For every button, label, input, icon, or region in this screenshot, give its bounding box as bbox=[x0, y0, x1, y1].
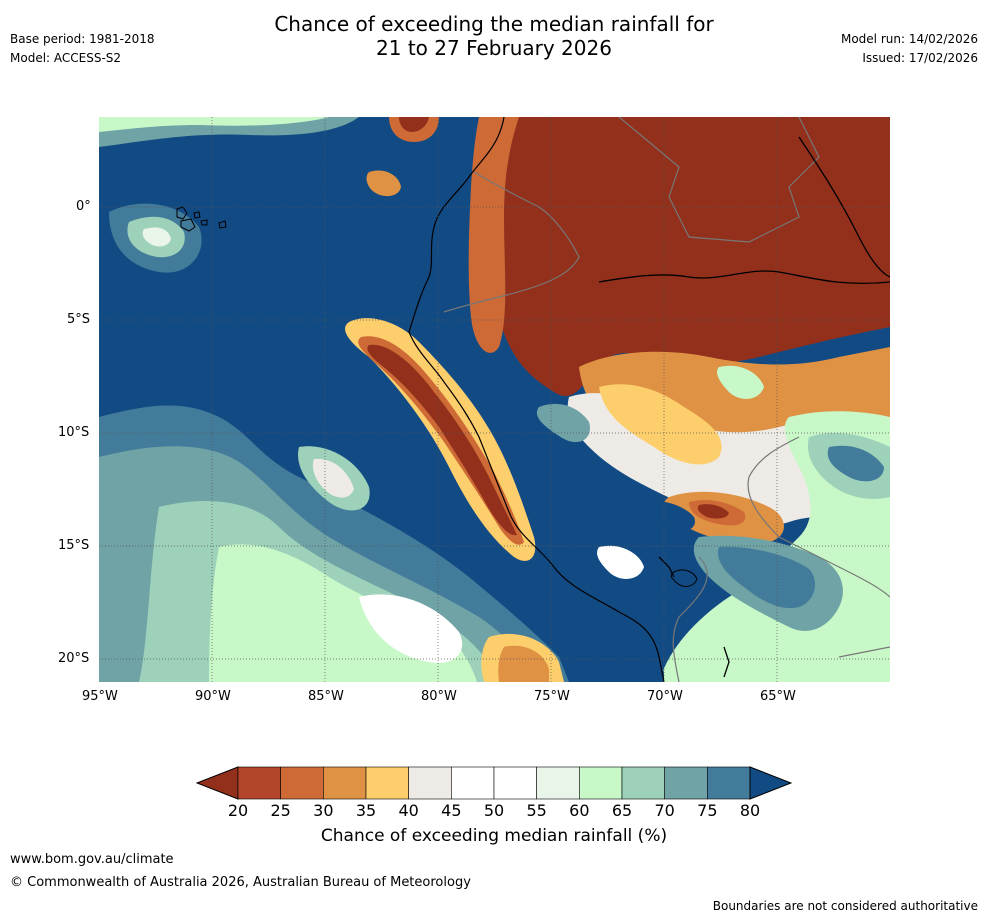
lake-titicaca bbox=[670, 569, 698, 587]
graticule bbox=[99, 117, 890, 682]
colorbar-swatch bbox=[451, 766, 495, 800]
colorbar bbox=[195, 766, 793, 800]
copyright-text: © Commonwealth of Australia 2026, Austra… bbox=[10, 875, 471, 890]
lat-label: 5°S bbox=[67, 312, 91, 327]
colorbar-svg bbox=[195, 766, 793, 800]
colorbar-swatch bbox=[408, 766, 452, 800]
colorbar-tick-label: 25 bbox=[270, 801, 291, 820]
colorbar-swatch bbox=[579, 766, 623, 800]
lon-label: 70°W bbox=[647, 689, 683, 704]
lon-label: 65°W bbox=[760, 689, 796, 704]
land-area bbox=[613, 652, 664, 682]
country-boundaries bbox=[443, 116, 891, 683]
land-area bbox=[536, 403, 590, 443]
website-url: www.bom.gov.au/climate bbox=[10, 852, 174, 867]
land-area bbox=[697, 504, 729, 519]
colorbar-title: Chance of exceeding median rainfall (%) bbox=[320, 826, 668, 846]
ocean-patch bbox=[359, 594, 463, 663]
ocean-patch bbox=[312, 458, 354, 498]
colorbar-swatch bbox=[621, 766, 665, 800]
colorbar-tick-label: 40 bbox=[398, 801, 419, 820]
land-area bbox=[399, 117, 429, 132]
model-name-text: Model: ACCESS-S2 bbox=[10, 51, 122, 65]
colorbar-extend-low bbox=[195, 766, 239, 800]
land-area bbox=[597, 545, 644, 579]
land-area bbox=[717, 365, 764, 399]
colorbar-extend-high bbox=[749, 766, 793, 800]
lat-label: 20°S bbox=[58, 651, 90, 666]
land-area bbox=[638, 500, 695, 532]
boundary-disclaimer: Boundaries are not considered authoritat… bbox=[712, 899, 978, 913]
colorbar-swatch bbox=[707, 766, 751, 800]
colorbar-tick-label: 70 bbox=[654, 801, 675, 820]
colorbar-tick-label: 20 bbox=[227, 801, 249, 820]
colorbar-swatch bbox=[237, 766, 281, 800]
lon-label: 80°W bbox=[421, 689, 457, 704]
title-line-1: Chance of exceeding the median rainfall … bbox=[274, 12, 714, 36]
colorbar-tick-label: 80 bbox=[739, 801, 761, 820]
ocean-patch bbox=[99, 117, 329, 132]
rainfall-map bbox=[99, 116, 891, 683]
lat-label: 15°S bbox=[58, 538, 90, 553]
ocean-patch bbox=[142, 227, 171, 247]
lon-label: 90°W bbox=[195, 689, 231, 704]
coastal-band bbox=[367, 344, 517, 536]
lat-label: 0° bbox=[76, 199, 91, 214]
colorbar-swatch bbox=[323, 766, 367, 800]
title-line-2: 21 to 27 February 2026 bbox=[376, 36, 612, 60]
colorbar-tick-label: 30 bbox=[313, 801, 334, 820]
issued-date-text: Issued: 17/02/2026 bbox=[862, 51, 978, 65]
land-area bbox=[366, 170, 401, 197]
colorbar-tick-label: 50 bbox=[483, 801, 505, 820]
land-area bbox=[717, 546, 816, 609]
galapagos-islands bbox=[176, 206, 227, 232]
map-title: Chance of exceeding the median rainfall … bbox=[0, 12, 988, 60]
colorbar-tick-labels: 20 25 30 35 40 45 50 55 60 65 70 75 80 bbox=[0, 801, 988, 821]
colorbar-swatch bbox=[280, 766, 324, 800]
colorbar-tick-label: 65 bbox=[611, 801, 633, 820]
colorbar-swatch bbox=[365, 766, 409, 800]
rainfall-map-svg bbox=[99, 116, 891, 683]
base-period-text: Base period: 1981-2018 bbox=[10, 32, 155, 46]
colorbar-tick-label: 60 bbox=[569, 801, 590, 820]
colorbar-tick-label: 45 bbox=[441, 801, 462, 820]
lat-label: 10°S bbox=[58, 425, 90, 440]
model-run-text: Model run: 14/02/2026 bbox=[840, 32, 978, 46]
colorbar-tick-label: 75 bbox=[697, 801, 718, 820]
colorbar-swatch bbox=[664, 766, 708, 800]
colorbar-tick-label: 55 bbox=[526, 801, 547, 820]
colorbar-tick-label: 35 bbox=[355, 801, 377, 820]
land-area bbox=[599, 384, 722, 465]
colorbar-swatch bbox=[493, 766, 537, 800]
lon-label: 95°W bbox=[82, 689, 118, 704]
lon-label: 75°W bbox=[534, 689, 570, 704]
colorbar-swatch bbox=[536, 766, 580, 800]
lon-label: 85°W bbox=[308, 689, 344, 704]
coastline bbox=[408, 116, 665, 683]
ocean-patch bbox=[498, 645, 549, 682]
land-area bbox=[827, 445, 884, 482]
